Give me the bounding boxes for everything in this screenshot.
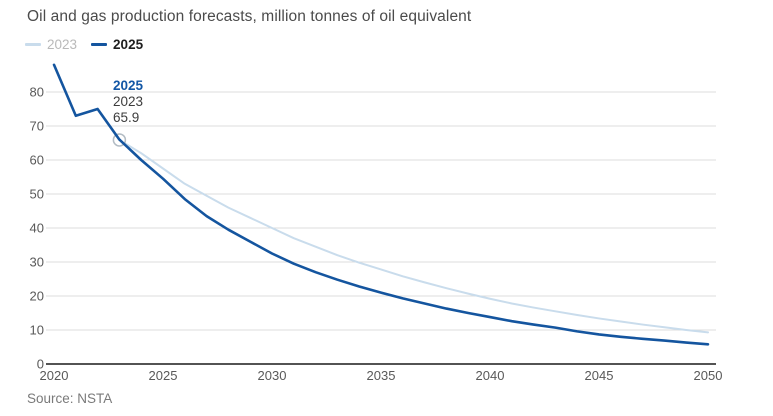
x-tick-label: 2030: [258, 368, 287, 383]
y-tick-label: 40: [30, 221, 44, 236]
x-tick-label: 2020: [40, 368, 69, 383]
legend-item-2023[interactable]: 2023: [25, 37, 77, 52]
source-note: Source: NSTA: [27, 391, 113, 406]
y-tick-label: 20: [30, 289, 44, 304]
y-tick-label: 50: [30, 187, 44, 202]
y-tick-label: 60: [30, 153, 44, 168]
x-tick-label: 2025: [149, 368, 178, 383]
annotation-series-label: 2025: [113, 78, 144, 93]
x-tick-label: 2045: [585, 368, 614, 383]
series-line-2023: [118, 138, 709, 334]
x-tick-label: 2035: [367, 368, 396, 383]
y-tick-label: 30: [30, 255, 44, 270]
y-tick-label: 10: [30, 323, 44, 338]
y-tick-label: 80: [30, 85, 44, 100]
legend: 2023 2025: [25, 37, 143, 52]
x-tick-label: 2040: [476, 368, 505, 383]
legend-swatch-2023-icon: [25, 43, 41, 46]
chart-title: Oil and gas production forecasts, millio…: [27, 8, 472, 25]
callout-annotation: 2025 2023 65.9: [113, 78, 143, 126]
annotation-value-label: 65.9: [113, 110, 140, 125]
legend-swatch-2025-icon: [91, 43, 108, 46]
y-tick-label: 70: [30, 119, 44, 134]
legend-item-2025[interactable]: 2025: [91, 37, 143, 52]
series-line-2025: [52, 63, 710, 346]
legend-label-2025: 2025: [113, 37, 144, 52]
y-tick-label: 0: [37, 357, 44, 372]
annotation-year-label: 2023: [113, 94, 144, 109]
x-tick-label: 2050: [694, 368, 723, 383]
legend-label-2023: 2023: [47, 37, 78, 52]
